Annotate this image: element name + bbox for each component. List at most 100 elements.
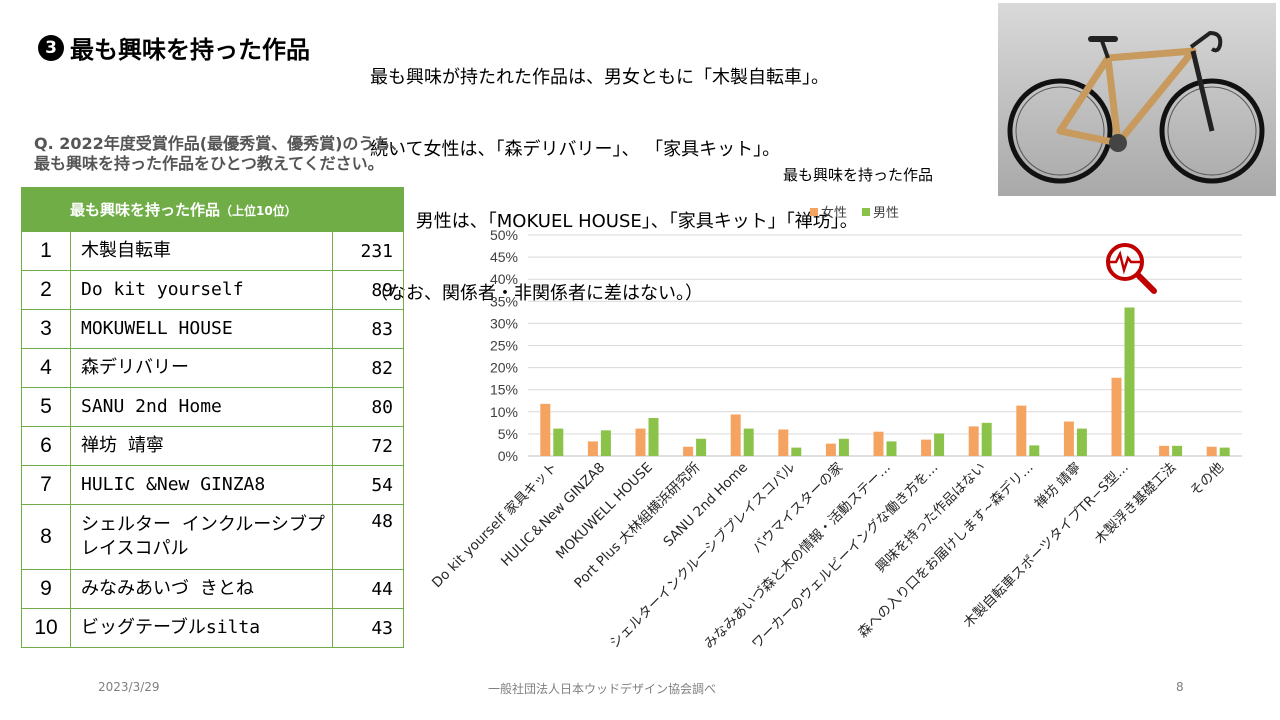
count-cell: 43 (332, 608, 404, 648)
bar-male (648, 417, 659, 456)
rank-cell: 8 (21, 504, 71, 570)
rank-cell: 10 (21, 608, 71, 648)
work-name-cell: ビッグテーブルsilta (70, 608, 333, 648)
bar-male (696, 438, 707, 456)
y-tick-label: 40% (490, 271, 518, 287)
ranking-table: 最も興味を持った作品（上位10位） 1 木製自転車 231 2 Do kit y… (21, 187, 404, 648)
y-tick-label: 20% (490, 360, 518, 376)
count-cell: 89 (332, 270, 404, 310)
count-cell: 231 (332, 231, 404, 271)
ranking-header-label: 最も興味を持った作品 (70, 201, 221, 219)
interest-bar-chart: 最も興味を持った作品 女性 男性 0% 5% 10% 15% 20% 25% 30% 35% 40… (428, 166, 1242, 652)
bar-male (791, 447, 802, 456)
count-cell: 72 (332, 426, 404, 466)
work-name-cell: Do kit yourself (70, 270, 333, 310)
summary-line: 最も興味が持たれた作品は、男女ともに「木製自転車」。 (370, 67, 829, 88)
chart-legend: 女性 男性 (810, 205, 899, 221)
work-name-cell: 禅坊 靖寧 (70, 426, 333, 466)
summary-text: 最も興味が持たれた作品は、男女ともに「木製自転車」。 続いて女性は、「森デリバリ… (370, 18, 858, 330)
rank-cell: 5 (21, 387, 71, 427)
rank-cell: 6 (21, 426, 71, 466)
rank-cell: 2 (21, 270, 71, 310)
rank-cell: 9 (21, 569, 71, 609)
y-axis-ticks: 0% 5% 10% 15% 20% 25% 30% 35% 40% 45% 50% (490, 227, 518, 464)
count-cell: 44 (332, 569, 404, 609)
bar-female (683, 446, 694, 456)
count-cell: 48 (332, 504, 404, 570)
work-name-cell: みなみあいづ きとね (70, 569, 333, 609)
table-row: 7 HULIC &New GINZA8 54 (21, 465, 404, 505)
rank-cell: 7 (21, 465, 71, 505)
y-tick-label: 15% (490, 382, 518, 398)
x-category-label: バウマイスターの家 (749, 458, 847, 556)
title-text: 最も興味を持った作品 (70, 36, 310, 64)
y-tick-label: 35% (490, 293, 518, 309)
work-name-cell: HULIC &New GINZA8 (70, 465, 333, 505)
work-name-cell: 木製自転車 (70, 231, 333, 271)
bar-male (1029, 445, 1040, 456)
work-name-cell: 森デリバリー (70, 348, 333, 388)
bar-male (1219, 447, 1230, 456)
y-tick-label: 50% (490, 227, 518, 243)
work-name-cell: SANU 2nd Home (70, 387, 333, 427)
bar-female (778, 429, 789, 456)
footer-date: 2023/3/29 (98, 680, 160, 694)
rank-cell: 1 (21, 231, 71, 271)
wooden-bicycle-photo (998, 3, 1276, 196)
bar-female (921, 439, 932, 456)
table-row: 2 Do kit yourself 89 (21, 270, 404, 310)
chart-gridlines (528, 234, 1242, 457)
ranking-header-note: （上位10位） (220, 204, 297, 218)
bar-female (1063, 421, 1074, 456)
bar-male (553, 428, 564, 456)
count-cell: 82 (332, 348, 404, 388)
bar-female (587, 441, 598, 456)
bar-female (1206, 446, 1217, 456)
bar-male (600, 430, 611, 456)
count-cell: 54 (332, 465, 404, 505)
y-tick-label: 10% (490, 404, 518, 420)
legend-swatch (862, 208, 870, 216)
bar-female (873, 431, 884, 456)
chart-bars (540, 307, 1230, 456)
table-row: 6 禅坊 靖寧 72 (21, 426, 404, 466)
table-row: 4 森デリバリー 82 (21, 348, 404, 388)
table-row: 3 MOKUWELL HOUSE 83 (21, 309, 404, 349)
count-cell: 80 (332, 387, 404, 427)
footer-source: 一般社団法人日本ウッドデザイン協会調べ (488, 682, 717, 696)
summary-line: 続いて女性は、「森デリバリー」、 「家具キット」。 (370, 139, 781, 160)
table-row: 10 ビッグテーブルsilta 43 (21, 608, 404, 648)
footer-page-number: 8 (1176, 680, 1184, 694)
y-tick-label: 0% (498, 448, 518, 464)
bar-female (825, 443, 836, 456)
y-tick-label: 25% (490, 338, 518, 354)
summary-line: （なお、関係者・非関係者に差はない。） (370, 283, 703, 304)
x-category-label: 森への入り口をお届けします~森デリ… (854, 459, 1036, 641)
legend-label: 女性 (821, 205, 847, 221)
table-row: 8 シェルター インクルーシブプレイスコパル 48 (21, 504, 404, 570)
x-category-label: 木製浮き基礎工法 (1091, 459, 1179, 547)
bar-male (886, 441, 897, 456)
rank-cell: 4 (21, 348, 71, 388)
magnifier-pulse-icon (1106, 243, 1157, 294)
bar-female (635, 428, 646, 456)
count-cell: 83 (332, 309, 404, 349)
chart-title: 最も興味を持った作品 (783, 166, 933, 184)
title-number-badge: 3 (38, 34, 64, 61)
ranking-table-header: 最も興味を持った作品（上位10位） (21, 187, 404, 232)
bar-male (743, 428, 754, 456)
bar-male (981, 422, 992, 456)
table-row: 1 木製自転車 231 (21, 231, 404, 271)
y-tick-label: 30% (490, 315, 518, 331)
page-title: 3 最も興味を持った作品 (38, 30, 310, 65)
bar-female (730, 414, 741, 456)
survey-question: Q. 2022年度受賞作品(最優秀賞、優秀賞)のうち、 最も興味を持った作品をひ… (34, 134, 406, 174)
table-row: 5 SANU 2nd Home 80 (21, 387, 404, 427)
bar-male (1124, 307, 1135, 456)
bar-male (1172, 445, 1183, 456)
bar-female (540, 403, 551, 456)
work-name-cell: MOKUWELL HOUSE (70, 309, 333, 349)
work-name-cell: シェルター インクルーシブプレイスコパル (70, 504, 333, 570)
bar-female (1016, 405, 1027, 456)
